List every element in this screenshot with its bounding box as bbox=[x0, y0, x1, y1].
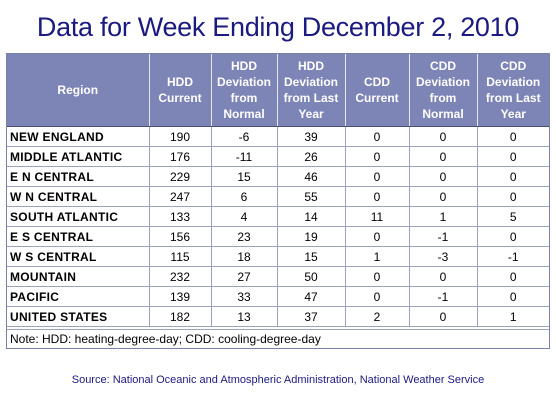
value-cell: 0 bbox=[345, 126, 410, 147]
value-cell: 39 bbox=[277, 126, 346, 147]
header-hdd-dev-normal: HDD Deviation from Normal bbox=[211, 54, 278, 127]
value-cell: 23 bbox=[211, 226, 278, 247]
value-cell: 18 bbox=[211, 246, 278, 267]
value-cell: 19 bbox=[277, 226, 346, 247]
value-cell: 55 bbox=[277, 186, 346, 207]
value-cell: 229 bbox=[149, 166, 212, 187]
table-row: SOUTH ATLANTIC 133 4 14 11 1 5 bbox=[7, 206, 549, 227]
data-table-frame: Region HDD Current HDD Deviation from No… bbox=[6, 53, 550, 349]
table-row: MOUNTAIN 232 27 50 0 0 0 bbox=[7, 266, 549, 287]
table-row: E S CENTRAL 156 23 19 0 -1 0 bbox=[7, 226, 549, 247]
value-cell: 0 bbox=[477, 146, 549, 167]
value-cell: 26 bbox=[277, 146, 346, 167]
value-cell: 139 bbox=[149, 286, 212, 307]
region-cell: SOUTH ATLANTIC bbox=[7, 206, 150, 227]
value-cell: 0 bbox=[477, 166, 549, 187]
value-cell: 13 bbox=[211, 306, 278, 327]
region-cell: E S CENTRAL bbox=[7, 226, 150, 247]
value-cell: 156 bbox=[149, 226, 212, 247]
header-cdd-dev-last-year: CDD Deviation from Last Year bbox=[477, 54, 549, 127]
data-table: Region HDD Current HDD Deviation from No… bbox=[7, 54, 549, 327]
value-cell: -1 bbox=[477, 246, 549, 267]
table-row: UNITED STATES 182 13 37 2 0 1 bbox=[7, 306, 549, 327]
value-cell: 1 bbox=[409, 206, 478, 227]
value-cell: 0 bbox=[345, 166, 410, 187]
region-cell: W S CENTRAL bbox=[7, 246, 150, 267]
table-row: W N CENTRAL 247 6 55 0 0 0 bbox=[7, 186, 549, 207]
value-cell: 0 bbox=[409, 146, 478, 167]
header-hdd-dev-last-year: HDD Deviation from Last Year bbox=[277, 54, 346, 127]
value-cell: 133 bbox=[149, 206, 212, 227]
value-cell: 14 bbox=[277, 206, 346, 227]
header-row: Region HDD Current HDD Deviation from No… bbox=[7, 54, 549, 127]
value-cell: 190 bbox=[149, 126, 212, 147]
value-cell: 0 bbox=[477, 186, 549, 207]
value-cell: 0 bbox=[345, 186, 410, 207]
value-cell: 232 bbox=[149, 266, 212, 287]
header-cdd-dev-normal: CDD Deviation from Normal bbox=[409, 54, 478, 127]
header-region: Region bbox=[7, 54, 150, 127]
region-cell: UNITED STATES bbox=[7, 306, 150, 327]
value-cell: 47 bbox=[277, 286, 346, 307]
value-cell: 176 bbox=[149, 146, 212, 167]
source-credit: Source: National Oceanic and Atmospheric… bbox=[71, 374, 485, 386]
value-cell: 37 bbox=[277, 306, 346, 327]
value-cell: -3 bbox=[409, 246, 478, 267]
value-cell: 15 bbox=[277, 246, 346, 267]
region-cell: W N CENTRAL bbox=[7, 186, 150, 207]
value-cell: 6 bbox=[211, 186, 278, 207]
value-cell: 5 bbox=[477, 206, 549, 227]
header-hdd-current: HDD Current bbox=[149, 54, 212, 127]
region-cell: MOUNTAIN bbox=[7, 266, 150, 287]
header-cdd-current: CDD Current bbox=[345, 54, 410, 127]
value-cell: 50 bbox=[277, 266, 346, 287]
value-cell: 0 bbox=[409, 266, 478, 287]
value-cell: 4 bbox=[211, 206, 278, 227]
value-cell: -11 bbox=[211, 146, 278, 167]
value-cell: 0 bbox=[477, 286, 549, 307]
table-row: PACIFIC 139 33 47 0 -1 0 bbox=[7, 286, 549, 307]
value-cell: 0 bbox=[409, 166, 478, 187]
value-cell: 0 bbox=[409, 306, 478, 327]
value-cell: 0 bbox=[477, 226, 549, 247]
value-cell: 0 bbox=[345, 266, 410, 287]
value-cell: 0 bbox=[345, 146, 410, 167]
table-row: MIDDLE ATLANTIC 176 -11 26 0 0 0 bbox=[7, 146, 549, 167]
value-cell: -1 bbox=[409, 226, 478, 247]
region-cell: MIDDLE ATLANTIC bbox=[7, 146, 150, 167]
region-cell: NEW ENGLAND bbox=[7, 126, 150, 147]
value-cell: 247 bbox=[149, 186, 212, 207]
region-cell: PACIFIC bbox=[7, 286, 150, 307]
value-cell: 27 bbox=[211, 266, 278, 287]
value-cell: -1 bbox=[409, 286, 478, 307]
page-title: Data for Week Ending December 2, 2010 bbox=[36, 12, 520, 42]
value-cell: 1 bbox=[477, 306, 549, 327]
region-cell: E N CENTRAL bbox=[7, 166, 150, 187]
table-row: W S CENTRAL 115 18 15 1 -3 -1 bbox=[7, 246, 549, 267]
value-cell: 0 bbox=[345, 286, 410, 307]
table-row: NEW ENGLAND 190 -6 39 0 0 0 bbox=[7, 126, 549, 147]
table-row: E N CENTRAL 229 15 46 0 0 0 bbox=[7, 166, 549, 187]
value-cell: 0 bbox=[477, 126, 549, 147]
value-cell: 46 bbox=[277, 166, 346, 187]
value-cell: 33 bbox=[211, 286, 278, 307]
value-cell: 11 bbox=[345, 206, 410, 227]
value-cell: -6 bbox=[211, 126, 278, 147]
value-cell: 0 bbox=[409, 126, 478, 147]
table-note: Note: HDD: heating-degree-day; CDD: cool… bbox=[7, 329, 549, 349]
value-cell: 2 bbox=[345, 306, 410, 327]
value-cell: 0 bbox=[409, 186, 478, 207]
value-cell: 0 bbox=[345, 226, 410, 247]
value-cell: 0 bbox=[477, 266, 549, 287]
value-cell: 182 bbox=[149, 306, 212, 327]
value-cell: 1 bbox=[345, 246, 410, 267]
value-cell: 115 bbox=[149, 246, 212, 267]
value-cell: 15 bbox=[211, 166, 278, 187]
